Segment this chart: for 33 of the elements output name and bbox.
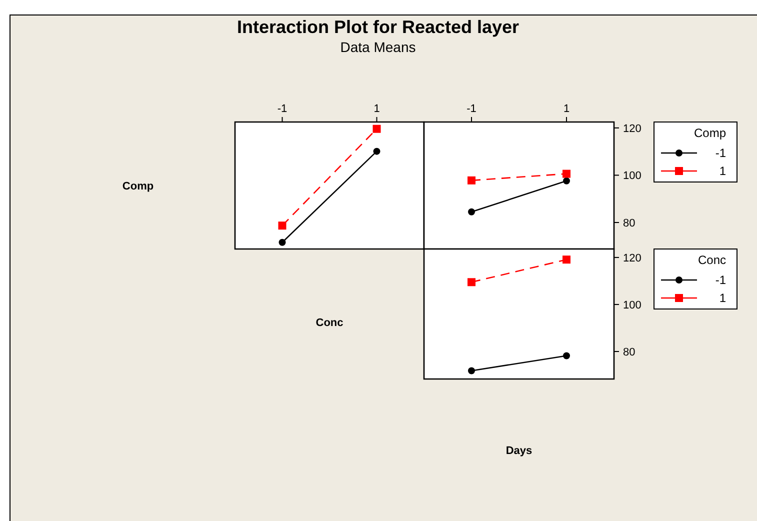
point <box>563 352 570 360</box>
y-tick-label: 120 <box>623 252 642 264</box>
x-tick-label: -1 <box>277 103 288 115</box>
y-tick-label: 100 <box>623 299 642 312</box>
point <box>562 170 570 178</box>
y-tick-label: 120 <box>623 122 642 135</box>
point <box>278 238 286 246</box>
point <box>468 367 475 374</box>
legend-title: Conc <box>698 253 726 267</box>
y-tick-label: 100 <box>623 170 642 182</box>
x-tick-label: -1 <box>466 103 476 115</box>
chart-subtitle: Data Means <box>340 39 416 55</box>
point <box>468 278 476 286</box>
legend-label: -1 <box>715 146 726 160</box>
x-axis-title: Days <box>506 445 532 457</box>
x-tick-label: 1 <box>374 103 380 115</box>
x-tick-label: 1 <box>563 103 570 115</box>
y-tick-label: 80 <box>623 218 636 230</box>
y-axis-title: Comp <box>122 180 154 192</box>
point <box>468 208 475 216</box>
x-axis-title: Conc <box>316 317 344 329</box>
point <box>372 124 381 133</box>
legend-label: 1 <box>719 164 726 178</box>
chart-title: Interaction Plot for Reacted layer <box>236 17 520 37</box>
y-tick-label: 80 <box>623 346 636 358</box>
point <box>563 177 570 184</box>
legend-title: Comp <box>694 126 726 140</box>
point <box>468 176 476 184</box>
point <box>373 148 380 155</box>
point <box>562 256 570 264</box>
point <box>278 222 286 230</box>
legend-label: -1 <box>715 273 726 287</box>
legend-label: 1 <box>719 291 726 305</box>
